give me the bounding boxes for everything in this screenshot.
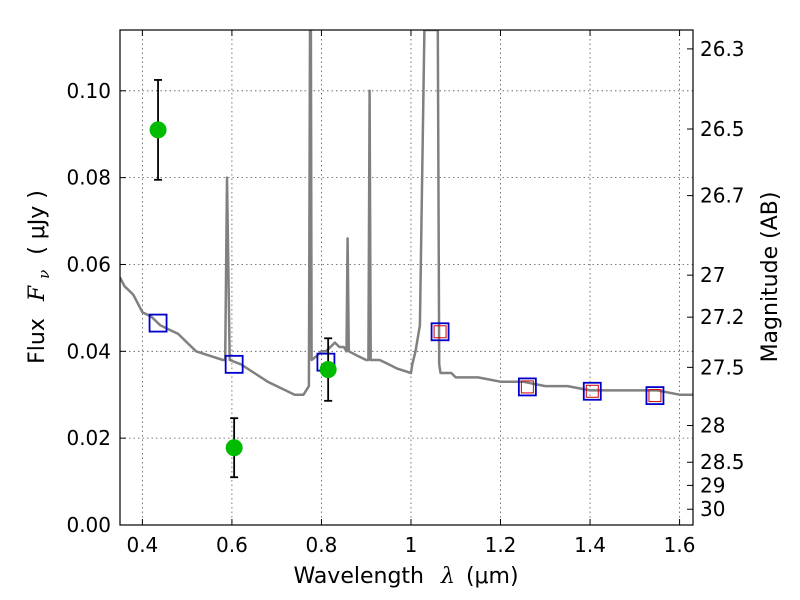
- y-axis-symbol-sub: ν: [35, 270, 53, 279]
- y-tick-label: 0.06: [66, 252, 111, 276]
- data-points-layer: [148, 79, 665, 479]
- model-band-square: [582, 381, 602, 401]
- observed-point: [149, 121, 167, 139]
- x-tick-label: 1.2: [485, 533, 517, 557]
- plot-frame: [119, 29, 694, 526]
- model-spectrum-line: [120, 30, 693, 396]
- model-band-square: [224, 354, 244, 374]
- model-band-inner-square: [433, 325, 447, 339]
- y-axis-symbol: F: [25, 285, 50, 302]
- plot-area: [120, 30, 693, 479]
- model-spectrum-layer: [120, 30, 693, 396]
- observed-point: [319, 361, 337, 379]
- magnitude-tick-label: 27.5: [700, 355, 745, 379]
- y-tick-label: 0.04: [66, 339, 111, 363]
- model-band-inner-square: [648, 389, 662, 403]
- model-band-square: [148, 313, 168, 333]
- magnitude-tick-label: 26.5: [700, 117, 745, 141]
- x-tick-label: 0.4: [126, 533, 158, 557]
- x-tick-label: 1.6: [664, 533, 696, 557]
- x-tick-label: 0.8: [306, 533, 338, 557]
- y-tick-label: 0.10: [66, 79, 111, 103]
- magnitude-tick-label: 26.3: [700, 37, 745, 61]
- x-axis-unit: (μm): [466, 564, 519, 589]
- magnitude-tick-label: 30: [700, 497, 725, 521]
- y-tick-label: 0.08: [66, 166, 111, 190]
- y-axis-label: Flux: [25, 318, 50, 364]
- model-band-inner-square: [585, 384, 599, 398]
- y-axis-unit: ( μJy ): [25, 190, 50, 255]
- x-axis-symbol: λ: [440, 564, 455, 589]
- model-band-square: [645, 386, 665, 406]
- model-band-square: [430, 322, 450, 342]
- x-tick-label: 1: [405, 533, 418, 557]
- x-tick-label: 1.4: [574, 533, 606, 557]
- magnitude-tick-label: 28: [700, 414, 725, 438]
- grid: [120, 30, 693, 526]
- x-axis: 0.4 0.6 0.8 1 1.2 1.4 1.6: [126, 30, 695, 557]
- x-axis-label: Wavelength: [293, 564, 424, 589]
- y-tick-label: 0.00: [66, 513, 111, 537]
- x-tick-label: 0.6: [216, 533, 248, 557]
- magnitude-tick-label: 26.7: [700, 184, 745, 208]
- model-band-inner-square: [520, 380, 534, 394]
- magnitude-tick-label: 27.2: [700, 305, 745, 329]
- magnitude-tick-label: 28.5: [700, 450, 745, 474]
- magnitude-tick-label: 29: [700, 473, 725, 497]
- y-axis-title: Flux F ν ( μJy ): [25, 190, 55, 364]
- y-tick-label: 0.02: [66, 426, 111, 450]
- magnitude-axis-title: Magnitude (AB): [758, 192, 783, 363]
- x-axis-title: Wavelength λ (μm): [293, 564, 518, 589]
- model-band-square: [517, 377, 537, 397]
- magnitude-tick-label: 27: [700, 263, 725, 287]
- y-axis: 0.00 0.02 0.04 0.06 0.08 0.10: [66, 79, 126, 537]
- observed-point: [225, 439, 243, 457]
